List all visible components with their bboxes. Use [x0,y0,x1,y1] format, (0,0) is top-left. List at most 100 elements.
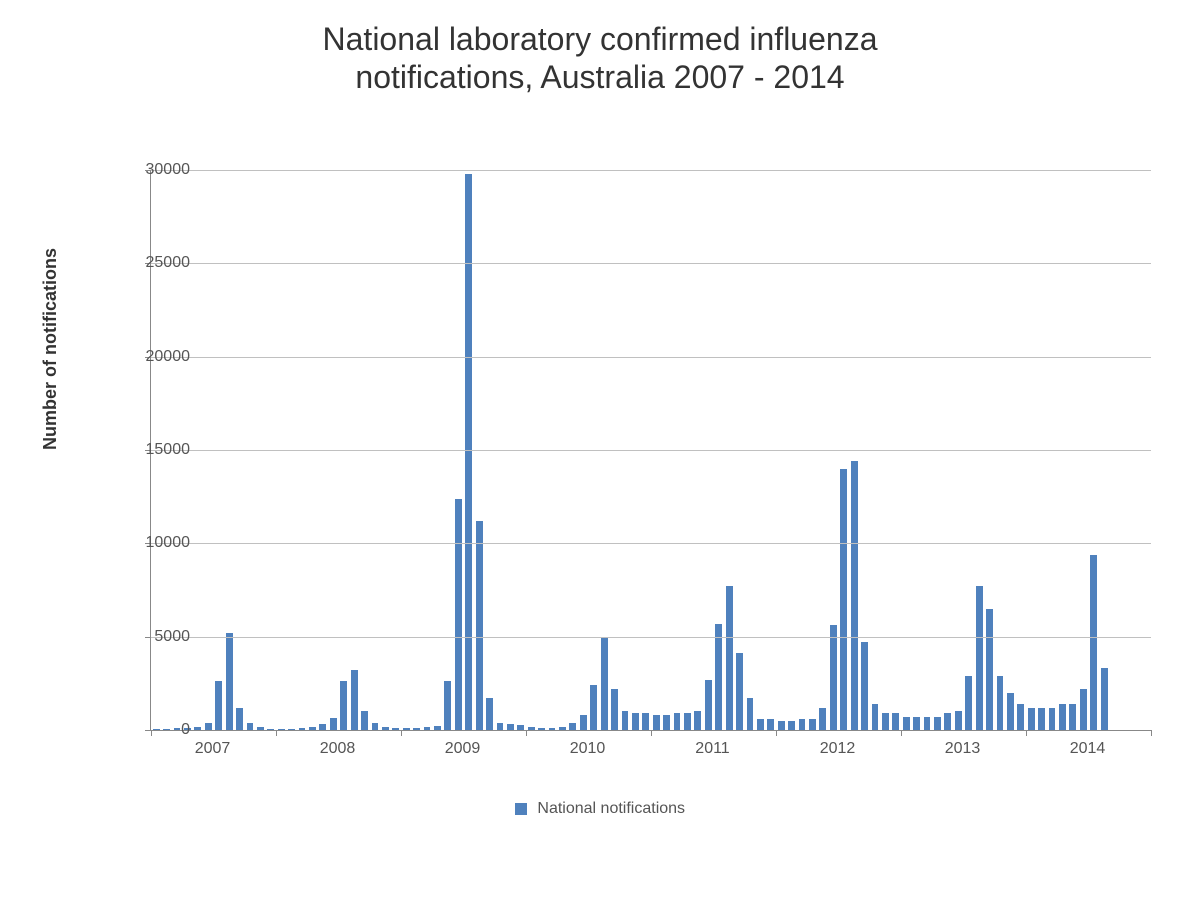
bar [226,633,233,730]
bar [840,469,847,730]
bar [955,711,962,730]
x-tick-label: 2010 [570,740,606,758]
bar [767,719,774,730]
bar [351,670,358,730]
bar [424,727,431,730]
bar [340,681,347,730]
bar [507,724,514,730]
bar [413,728,420,730]
bar [1101,668,1108,730]
bar [205,723,212,730]
bar [330,718,337,730]
bar [653,715,660,730]
gridline [151,543,1151,544]
y-tick-label: 20000 [130,348,190,366]
bar [392,728,399,730]
bar [1059,704,1066,730]
plot-area [150,170,1151,731]
bar [726,586,733,730]
bar [194,727,201,730]
bar [247,723,254,730]
x-tick-label: 2009 [445,740,481,758]
bar [757,719,764,730]
gridline [151,637,1151,638]
bar [361,711,368,730]
bar [705,680,712,730]
bar [403,728,410,730]
x-tick-mark [401,730,402,736]
chart-container: National laboratory confirmed influenza … [0,0,1200,906]
bar [736,653,743,730]
bar [903,717,910,730]
bar [267,729,274,730]
bar [694,711,701,730]
bar [872,704,879,730]
legend-label: National notifications [537,800,685,817]
bar [569,723,576,730]
bar [1090,555,1097,730]
bar [924,717,931,730]
x-tick-mark [526,730,527,736]
bar [1038,708,1045,730]
y-tick-label: 15000 [130,441,190,459]
bar [476,521,483,730]
x-tick-label: 2014 [1070,740,1106,758]
x-tick-mark [776,730,777,736]
bar [674,713,681,730]
bar [299,728,306,730]
bar [799,719,806,730]
bar [434,726,441,730]
legend-swatch [515,803,527,815]
bar [1028,708,1035,730]
bar [590,685,597,730]
bar [976,586,983,730]
bar [465,174,472,730]
bar [278,729,285,730]
legend: National notifications [0,800,1200,818]
bar [528,727,535,730]
bar [944,713,951,730]
bar [1069,704,1076,730]
chart-title-line2: notifications, Australia 2007 - 2014 [355,59,844,95]
bar [497,723,504,730]
bar [257,727,264,730]
bar [549,728,556,730]
x-tick-label: 2007 [195,740,231,758]
bar [892,713,899,730]
bar [819,708,826,730]
y-tick-label: 10000 [130,534,190,552]
gridline [151,170,1151,171]
bar [372,723,379,730]
chart-title-line1: National laboratory confirmed influenza [323,21,878,57]
bar [965,676,972,730]
bar [517,725,524,730]
bar [309,727,316,730]
bar [747,698,754,730]
bar [486,698,493,730]
bar [580,715,587,730]
chart-title: National laboratory confirmed influenza … [0,0,1200,97]
bar [1007,693,1014,730]
bar [830,625,837,730]
bar [642,713,649,730]
x-tick-mark [901,730,902,736]
y-tick-label: 0 [130,721,190,739]
y-tick-label: 30000 [130,161,190,179]
bar [1049,708,1056,730]
bar [986,609,993,730]
bar [934,717,941,730]
bar [851,461,858,730]
bar [382,727,389,730]
bar [215,681,222,730]
bar [288,729,295,730]
y-tick-label: 5000 [130,628,190,646]
bar [882,713,889,730]
bar [444,681,451,730]
bar [809,719,816,730]
x-tick-label: 2011 [695,740,729,758]
bar [684,713,691,730]
bar [997,676,1004,730]
x-tick-mark [1026,730,1027,736]
bar [611,689,618,730]
bar [319,724,326,730]
